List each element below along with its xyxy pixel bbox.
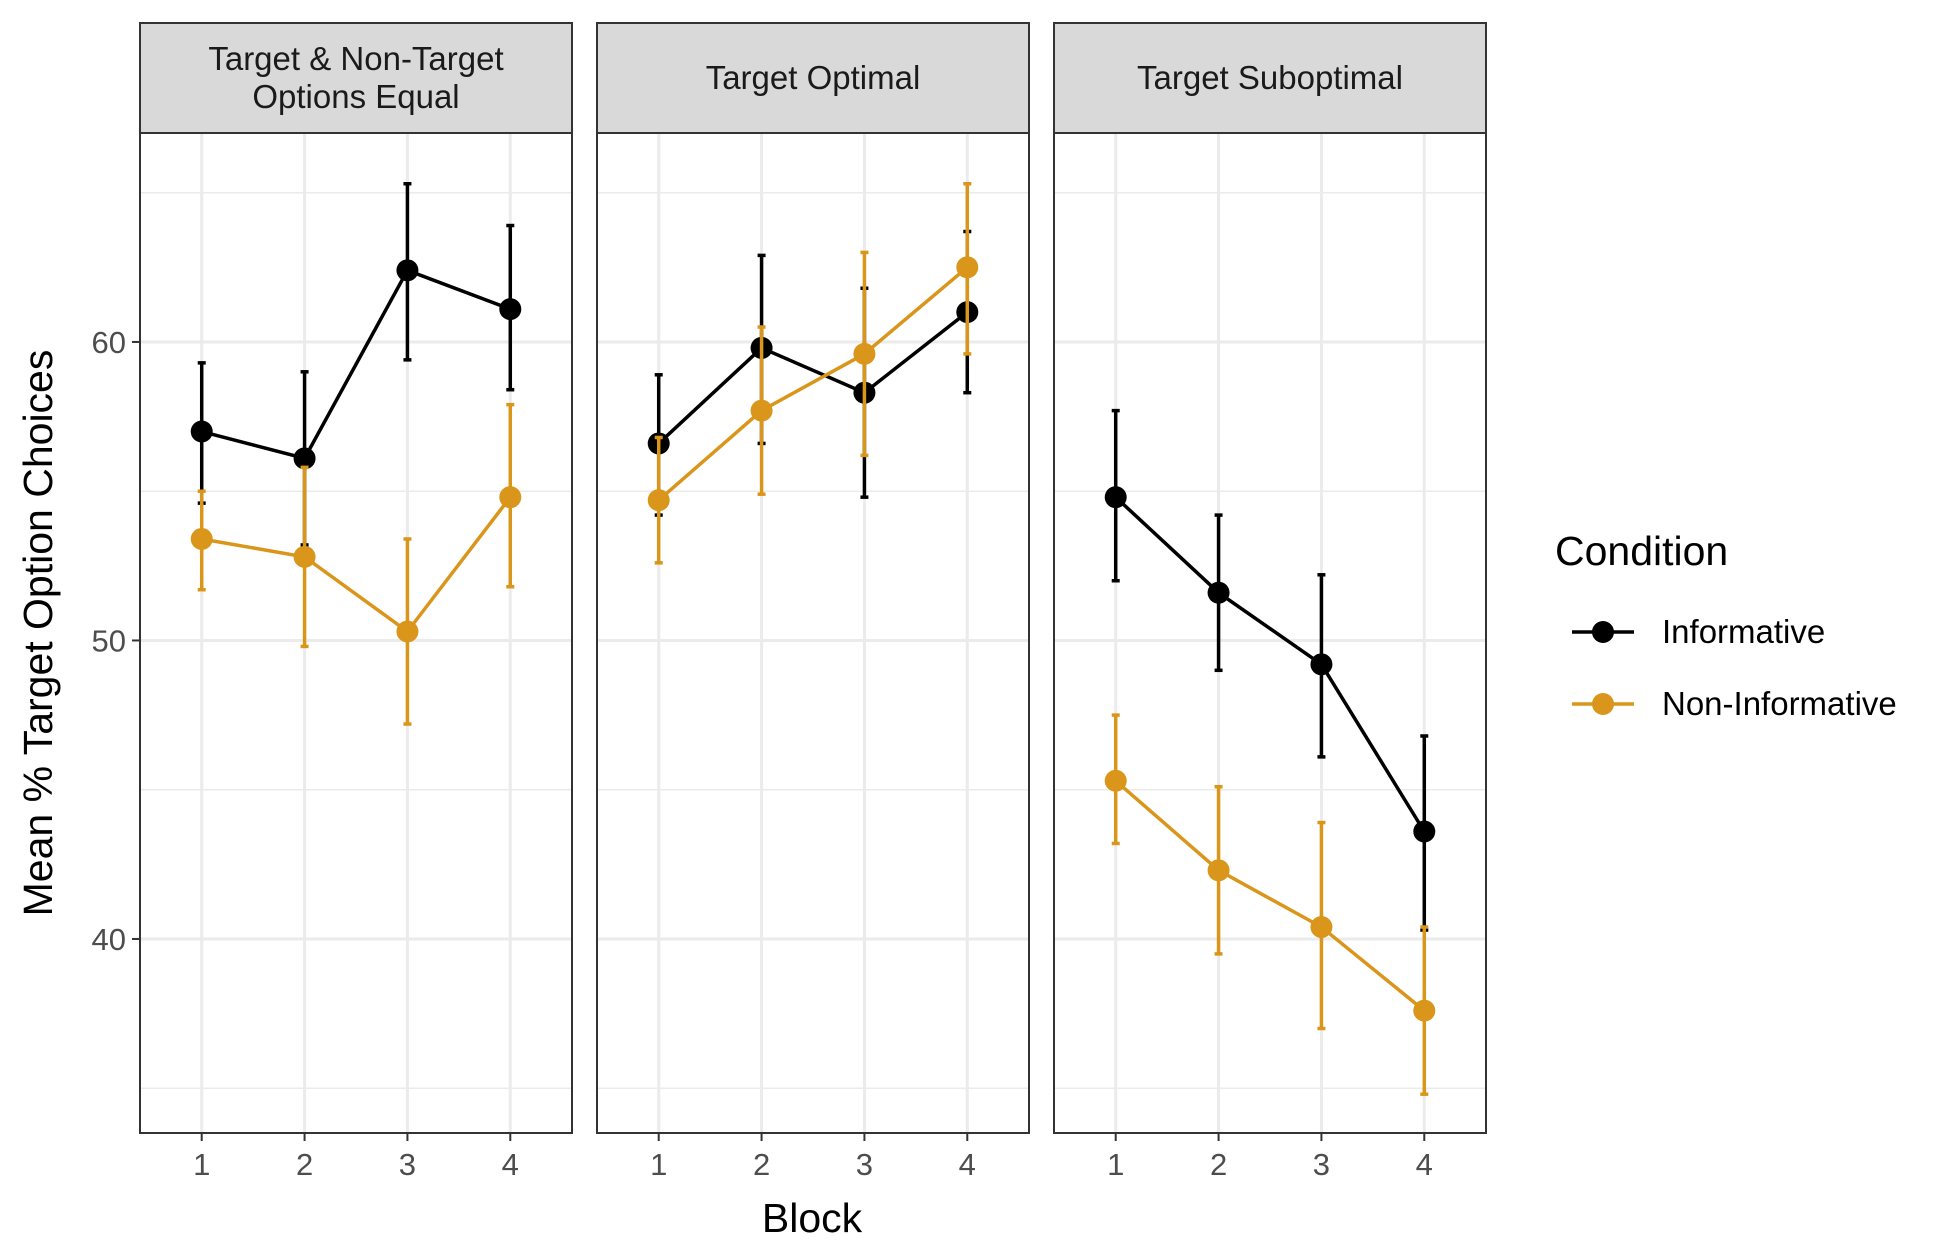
facet-strip	[1053, 22, 1487, 134]
x-tick-label: 1	[650, 1147, 667, 1182]
data-point	[1207, 581, 1230, 604]
panel-background	[140, 133, 572, 1133]
series-non-informative	[190, 402, 522, 726]
series-line	[657, 310, 969, 445]
series-informative	[1104, 408, 1436, 932]
legend-item-informative: Informative	[1572, 613, 1825, 650]
legend-key-point	[1592, 693, 1614, 715]
data-point	[853, 342, 876, 365]
legend: Condition Informative Non-Informative	[1555, 528, 1897, 722]
x-tick-label: 4	[959, 1147, 976, 1182]
x-tick-label: 2	[296, 1147, 313, 1182]
legend-item-non-informative: Non-Informative	[1572, 685, 1897, 722]
data-point	[396, 620, 419, 643]
series-non-informative	[1104, 713, 1436, 1096]
series-line	[1114, 779, 1426, 1012]
data-point	[1207, 859, 1230, 882]
facet-strip	[596, 22, 1030, 134]
data-point	[499, 298, 522, 321]
series-line	[1114, 495, 1426, 833]
data-point	[293, 545, 316, 568]
y-tick-label: 40	[92, 922, 126, 957]
data-point	[750, 399, 773, 422]
x-tick-label: 1	[1107, 1147, 1124, 1182]
facet-panel-2: Target Optimal 1 2 3 4	[596, 22, 1030, 1182]
data-point	[190, 527, 213, 550]
y-tick-label: 50	[92, 623, 126, 658]
panel-border	[139, 132, 573, 1134]
series-line	[201, 268, 511, 461]
panel-background	[1054, 133, 1486, 1133]
legend-label: Informative	[1662, 613, 1825, 650]
data-point	[956, 256, 979, 279]
data-point	[499, 486, 522, 509]
data-point	[1104, 769, 1127, 792]
legend-key-point	[1592, 621, 1614, 643]
x-tick-label: 4	[502, 1147, 519, 1182]
data-point	[1413, 820, 1436, 843]
facet-title: Target & Non-Target	[208, 40, 503, 77]
facet-panel-3: Target Suboptimal 1 2 3 4	[1053, 22, 1487, 1182]
legend-items: Informative Non-Informative	[1572, 613, 1897, 722]
legend-title: Condition	[1555, 528, 1728, 574]
x-axis-title: Block	[762, 1195, 863, 1241]
x-tick-label: 3	[856, 1147, 873, 1182]
data-point	[1310, 916, 1333, 939]
facet-title: Target Suboptimal	[1137, 59, 1403, 96]
facet-title: Options Equal	[252, 78, 459, 115]
series-informative	[190, 181, 522, 547]
legend-label: Non-Informative	[1662, 685, 1897, 722]
data-point	[396, 259, 419, 282]
x-tick-label: 1	[193, 1147, 210, 1182]
data-point	[1413, 999, 1436, 1022]
x-tick-label: 4	[1416, 1147, 1433, 1182]
x-tick-label: 3	[1313, 1147, 1330, 1182]
x-tick-label: 2	[753, 1147, 770, 1182]
y-tick-label: 60	[92, 325, 126, 360]
series-non-informative	[647, 181, 979, 565]
data-point	[293, 447, 316, 470]
data-point	[1310, 653, 1333, 676]
x-tick-label: 3	[399, 1147, 416, 1182]
x-tick-label: 2	[1210, 1147, 1227, 1182]
data-point	[1104, 486, 1127, 509]
facet-title: Target Optimal	[706, 59, 921, 96]
panel-border	[1053, 132, 1487, 1134]
series-line	[201, 496, 512, 634]
data-point	[190, 420, 213, 443]
facet-strip	[139, 22, 573, 134]
panel-border	[596, 132, 1030, 1134]
y-axis-title: Mean % Target Option Choices	[15, 350, 61, 917]
panel-background	[597, 133, 1029, 1133]
series-line	[657, 265, 969, 502]
data-point	[647, 489, 670, 512]
